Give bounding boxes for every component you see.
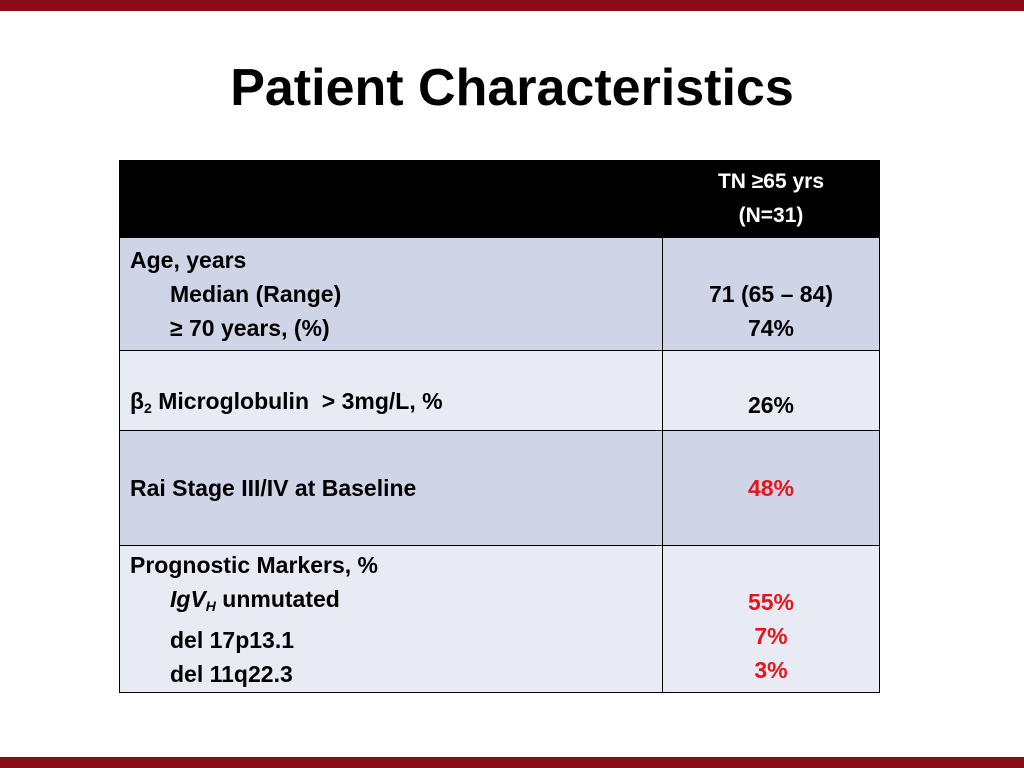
age-value-cell: 71 (65 – 84) 74% <box>662 237 880 351</box>
header-cohort-line2: (N=31) <box>738 204 804 227</box>
b2m-value-cell: 26% <box>662 350 880 431</box>
prognostic-value-cell: 55% 7% 3% <box>662 545 880 693</box>
del11-value: 3% <box>754 657 788 683</box>
del17-value: 7% <box>754 623 788 649</box>
prognostic-label: Prognostic Markers, % <box>130 551 378 578</box>
table-row-rai-stage: Rai Stage III/IV at Baseline 48% <box>119 430 880 546</box>
slide-title: Patient Characteristics <box>230 59 794 117</box>
rai-value: 48% <box>747 475 795 501</box>
igvh-rest: unmutated <box>215 585 340 612</box>
patient-characteristics-table: TN ≥65 yrs (N=31) Age, years Median (Ran… <box>119 160 880 693</box>
prognostic-label-cell: Prognostic Markers, % IgVH unmutated del… <box>119 545 663 693</box>
age-over70-label: ≥ 70 years, (%) <box>170 315 330 341</box>
table-row-b2-microglobulin: β2 Microglobulin > 3mg/L, % 26% <box>119 350 880 431</box>
header-cohort-cell: TN ≥65 yrs (N=31) <box>662 160 880 238</box>
rai-label: Rai Stage III/IV at Baseline <box>130 475 417 501</box>
igvh-label: IgVH unmutated <box>130 582 652 623</box>
header-cohort-line1: TN ≥65 yrs <box>717 170 825 193</box>
b2m-label-prefix: β <box>130 388 145 414</box>
rai-label-cell: Rai Stage III/IV at Baseline <box>119 430 663 546</box>
top-accent-bar <box>0 0 1024 11</box>
b2m-value: 26% <box>747 391 795 418</box>
header-empty-cell <box>119 160 663 238</box>
b2m-label-cell: β2 Microglobulin > 3mg/L, % <box>119 350 663 431</box>
b2m-label-rest: Microglobulin > 3mg/L, % <box>151 388 443 414</box>
igvh-sub: H <box>205 597 216 614</box>
age-over70-value: 74% <box>747 315 795 341</box>
del11-label: del 11q22.3 <box>170 660 293 687</box>
table-row-prognostic-markers: Prognostic Markers, % IgVH unmutated del… <box>119 545 880 693</box>
igvh-main: IgV <box>170 585 206 612</box>
age-median-label: Median (Range) <box>170 281 342 307</box>
age-label-cell: Age, years Median (Range) ≥ 70 years, (%… <box>119 237 663 351</box>
b2m-label-sub: 2 <box>144 400 152 416</box>
table-header-row: TN ≥65 yrs (N=31) <box>119 160 880 238</box>
age-median-value: 71 (65 – 84) <box>708 281 834 307</box>
age-label: Age, years <box>130 247 247 273</box>
igvh-value: 55% <box>747 589 795 615</box>
b2m-label: β2 Microglobulin > 3mg/L, % <box>130 356 652 425</box>
rai-value-cell: 48% <box>662 430 880 546</box>
del17-label: del 17p13.1 <box>170 626 295 653</box>
table-row-age: Age, years Median (Range) ≥ 70 years, (%… <box>119 237 880 351</box>
bottom-accent-bar <box>0 757 1024 768</box>
